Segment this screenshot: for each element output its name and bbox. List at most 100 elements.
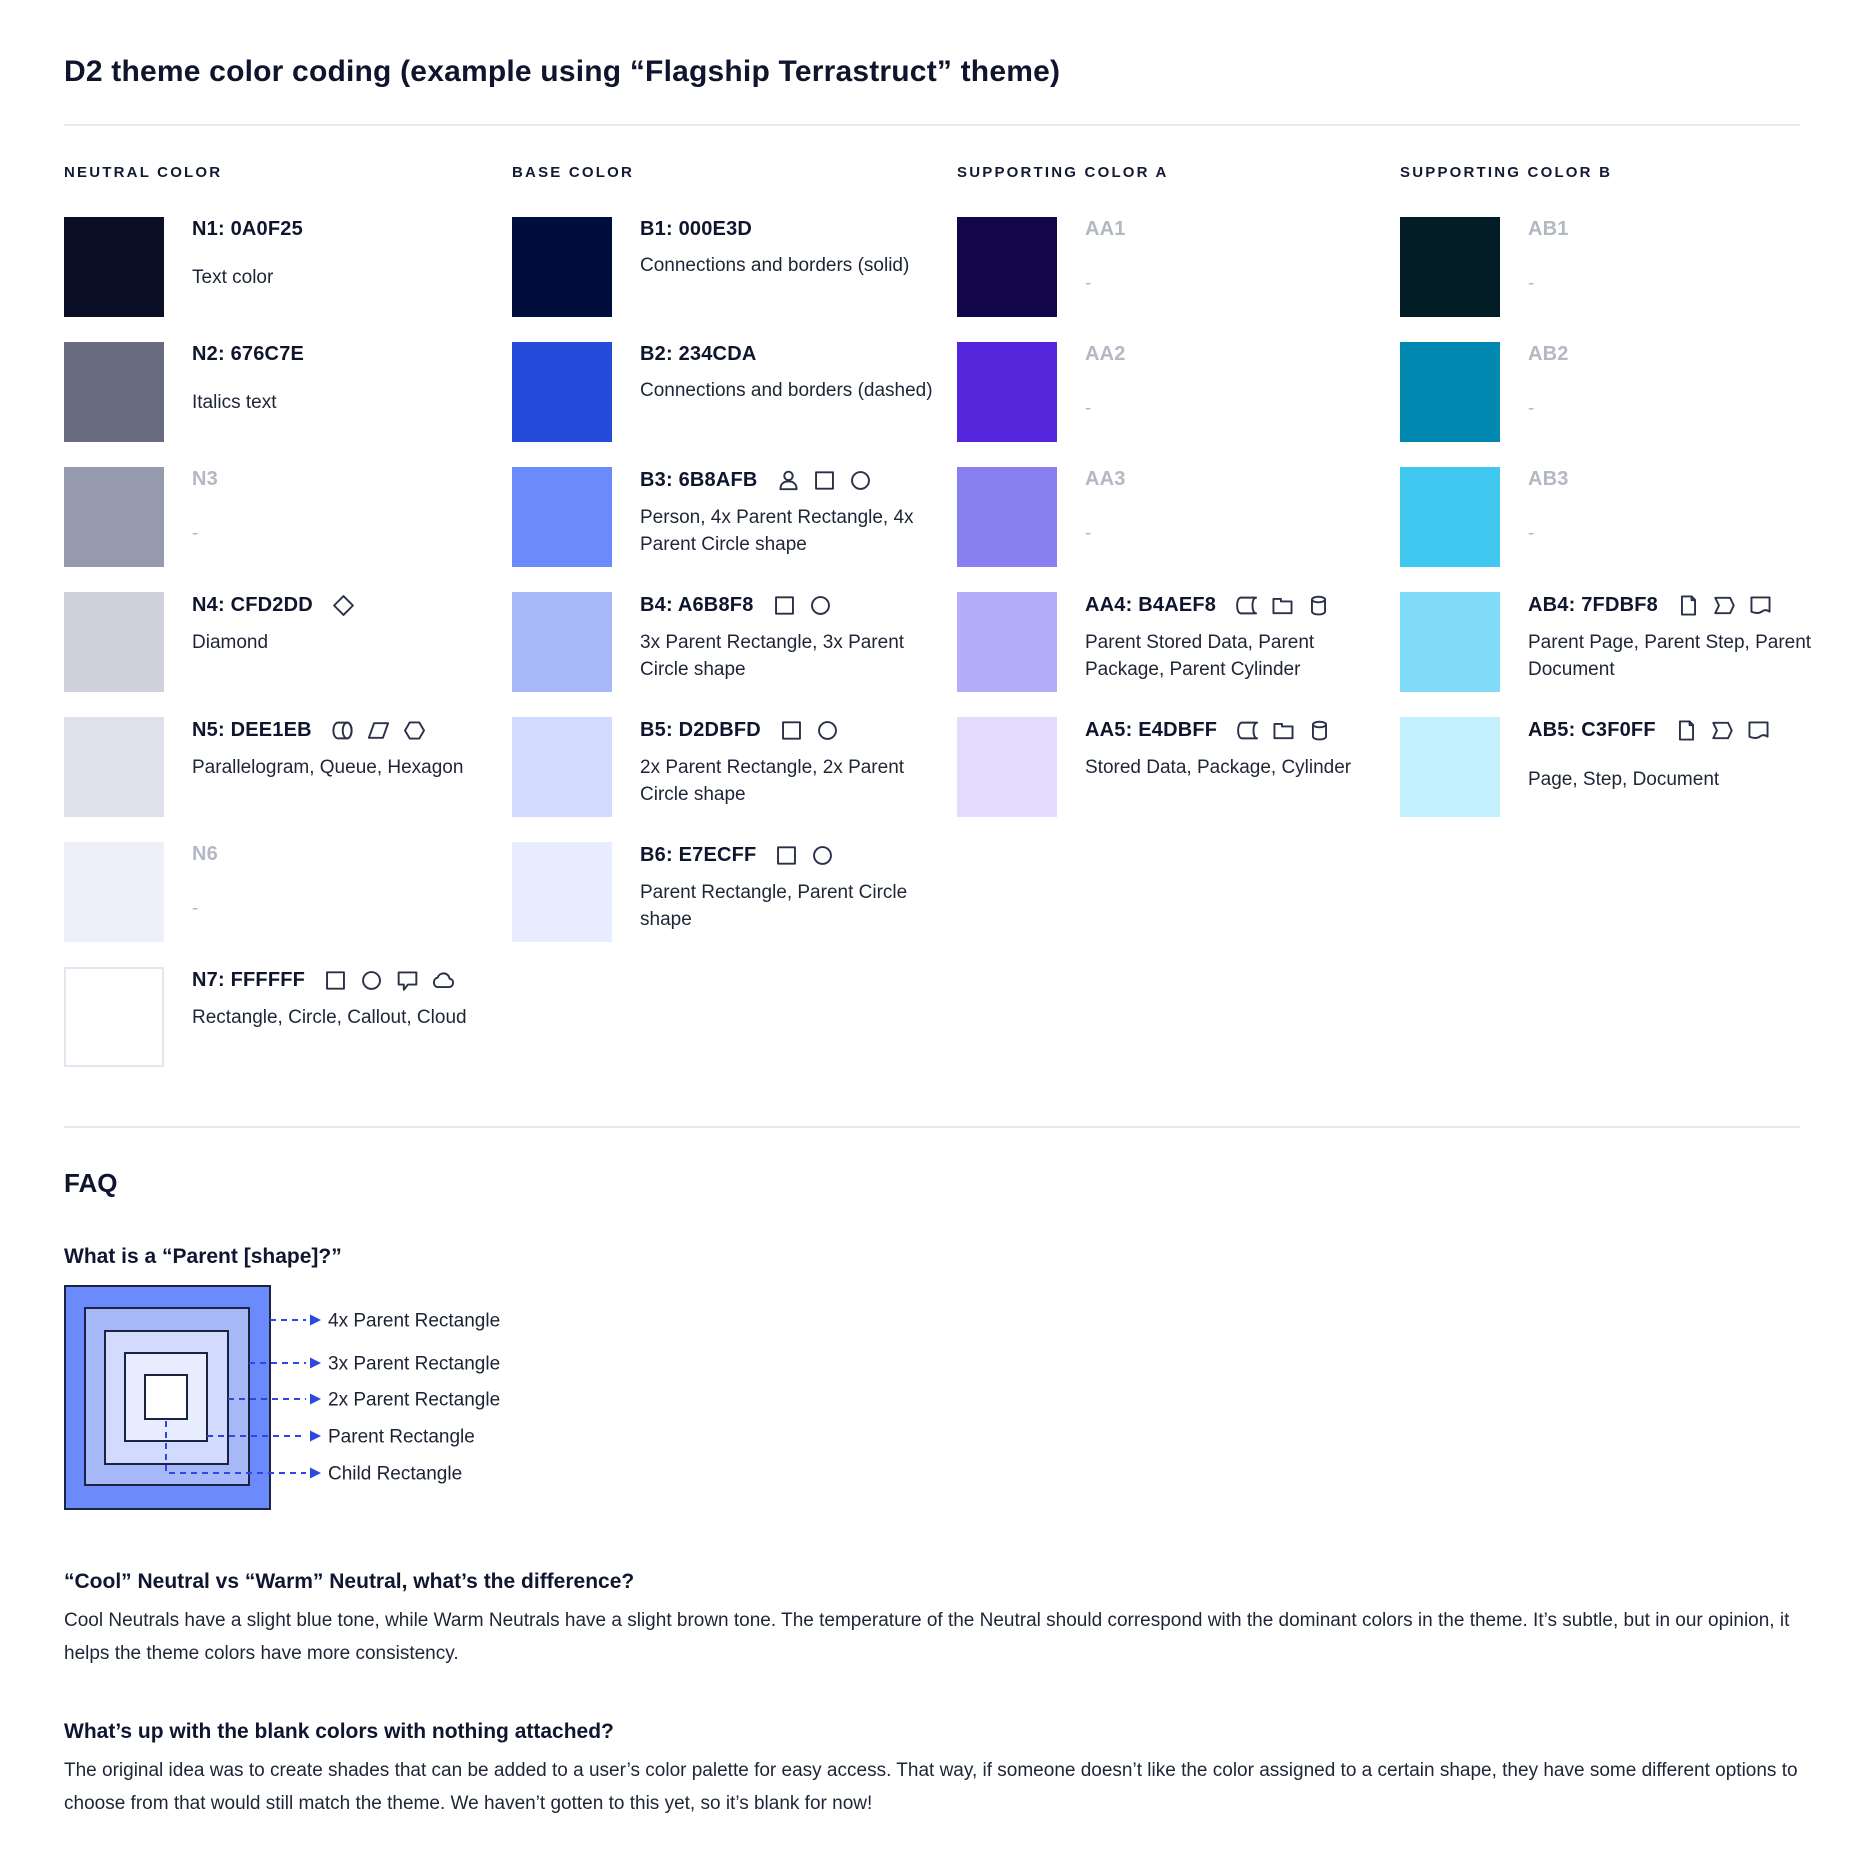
color-swatch — [512, 217, 612, 317]
color-usage-description: Person, 4x Parent Rectangle, 4x Parent C… — [640, 507, 914, 555]
color-usage-description: Parent Rectangle, Parent Circle shape — [640, 882, 908, 930]
color-code-label: B4: A6B8F8 — [640, 594, 754, 616]
entry-name-row: AB4: 7FDBF8 — [1528, 593, 1836, 618]
palette-entry: N4: CFD2DD Diamond — [64, 592, 512, 692]
shape-icons — [1234, 593, 1331, 618]
diagram-layer-rect — [144, 1374, 188, 1420]
shape-icons — [774, 843, 835, 868]
entry-name-row: B3: 6B8AFB — [640, 468, 948, 493]
palette-entry: AB2 - — [1400, 342, 1836, 442]
entry-text: N3 - — [192, 467, 500, 567]
color-usage-description: - — [1528, 523, 1535, 544]
color-code-label: N3 — [192, 468, 218, 490]
color-code-label: B1: 000E3D — [640, 218, 753, 240]
entry-text: AB2 - — [1528, 342, 1836, 442]
entry-name-row: N3 — [192, 468, 500, 491]
entry-name-row: N7: FFFFFF — [192, 968, 500, 993]
faq-question-blank-colors: What’s up with the blank colors with not… — [64, 1720, 614, 1744]
color-code-label: AB4: 7FDBF8 — [1528, 594, 1658, 616]
color-swatch — [64, 717, 164, 817]
shape-icons — [1235, 718, 1332, 743]
color-code-label: N7: FFFFFF — [192, 969, 306, 991]
color-code-label: N4: CFD2DD — [192, 594, 313, 616]
color-swatch — [1400, 592, 1500, 692]
entry-name-row: N6 — [192, 843, 500, 866]
color-swatch — [1400, 717, 1500, 817]
entry-text: AA2 - — [1085, 342, 1393, 442]
step-icon — [1710, 718, 1735, 743]
cloud-icon — [431, 968, 456, 993]
shape-icons — [772, 593, 833, 618]
cylinder-icon — [1306, 593, 1331, 618]
callout-icon — [395, 968, 420, 993]
shape-icons — [331, 593, 356, 618]
entry-text: AA3 - — [1085, 467, 1393, 567]
circle-icon — [848, 468, 873, 493]
entry-text: B5: D2DBFD 2x Parent Rectangle, 2x Parent… — [640, 717, 948, 817]
color-swatch — [512, 717, 612, 817]
entry-text: N7: FFFFFF Rectangle, Circle, Callout, Cl… — [192, 967, 500, 1067]
palette-grid: NEUTRAL COLOR N1: 0A0F25 Text color N2: 676… — [64, 164, 1811, 1092]
package-icon — [1271, 718, 1296, 743]
palette-entry: B5: D2DBFD 2x Parent Rectangle, 2x Parent… — [512, 717, 957, 817]
diagram-label: Parent Rectangle — [328, 1427, 475, 1448]
faq-divider — [64, 1126, 1800, 1128]
hexagon-icon — [402, 718, 427, 743]
color-usage-description: - — [1085, 273, 1092, 294]
rectangle-icon — [779, 718, 804, 743]
entry-text: N6 - — [192, 842, 500, 942]
entry-name-row: AA2 — [1085, 343, 1393, 366]
color-code-label: N5: DEE1EB — [192, 719, 312, 741]
shape-icons — [323, 968, 456, 993]
palette-entry: N3 - — [64, 467, 512, 567]
page-icon — [1676, 593, 1701, 618]
color-usage-description: Connections and borders (dashed) — [640, 380, 933, 401]
entry-name-row: AA5: E4DBFF — [1085, 718, 1393, 743]
faq-title: FAQ — [64, 1168, 118, 1198]
color-code-label: AA4: B4AEF8 — [1085, 594, 1217, 616]
color-swatch — [957, 217, 1057, 317]
color-swatch — [512, 467, 612, 567]
diagram-label: Child Rectangle — [328, 1464, 462, 1485]
color-swatch — [1400, 342, 1500, 442]
entry-text: B6: E7ECFF Parent Rectangle, Parent Circl… — [640, 842, 948, 942]
color-swatch — [1400, 467, 1500, 567]
color-code-label: N1: 0A0F25 — [192, 218, 303, 240]
color-code-label: AA2 — [1085, 343, 1126, 365]
shape-icons — [1676, 593, 1773, 618]
parallelogram-icon — [366, 718, 391, 743]
color-swatch — [512, 842, 612, 942]
entry-text: B1: 000E3D Connections and borders (solid… — [640, 217, 948, 317]
column-header: SUPPORTING COLOR B — [1400, 164, 1613, 181]
color-swatch — [64, 467, 164, 567]
palette-entry: AA1 - — [957, 217, 1400, 317]
palette-entry: B4: A6B8F8 3x Parent Rectangle, 3x Parent… — [512, 592, 957, 692]
stored-data-icon — [1235, 718, 1260, 743]
color-code-label: N6 — [192, 843, 218, 865]
palette-column: NEUTRAL COLOR N1: 0A0F25 Text color N2: 676… — [64, 164, 512, 1092]
document-icon — [1748, 593, 1773, 618]
entry-text: B3: 6B8AFB Person, 4x Parent Rectangle, 4… — [640, 467, 948, 567]
color-usage-description: Parent Page, Parent Step, Parent Documen… — [1528, 632, 1812, 680]
faq-answer-cool-vs-warm: Cool Neutrals have a slight blue tone, w… — [64, 1610, 1790, 1665]
nested-rectangles-figure: 4x Parent Rectangle 3x Parent Rectangle 2x… — [64, 1285, 500, 1510]
entry-text: AB3 - — [1528, 467, 1836, 567]
color-swatch — [957, 717, 1057, 817]
faq-question-cool-vs-warm: “Cool” Neutral vs “Warm” Neutral, what’s… — [64, 1570, 635, 1593]
entry-name-row: AB5: C3F0FF — [1528, 718, 1836, 743]
color-swatch — [64, 217, 164, 317]
shape-icons — [776, 468, 873, 493]
entry-name-row: N5: DEE1EB — [192, 718, 500, 743]
palette-entry: N7: FFFFFF Rectangle, Circle, Callout, Cl… — [64, 967, 512, 1067]
palette-entry: N5: DEE1EB Parallelogram, Queue, Hexagon — [64, 717, 512, 817]
shape-icons — [330, 718, 427, 743]
palette-entry: N1: 0A0F25 Text color — [64, 217, 512, 317]
document-icon — [1746, 718, 1771, 743]
rectangle-icon — [772, 593, 797, 618]
color-code-label: AB2 — [1528, 343, 1569, 365]
color-usage-description: - — [1085, 398, 1092, 419]
color-usage-description: Rectangle, Circle, Callout, Cloud — [192, 1007, 467, 1028]
color-swatch — [957, 342, 1057, 442]
entry-name-row: AB2 — [1528, 343, 1836, 366]
stored-data-icon — [1234, 593, 1259, 618]
